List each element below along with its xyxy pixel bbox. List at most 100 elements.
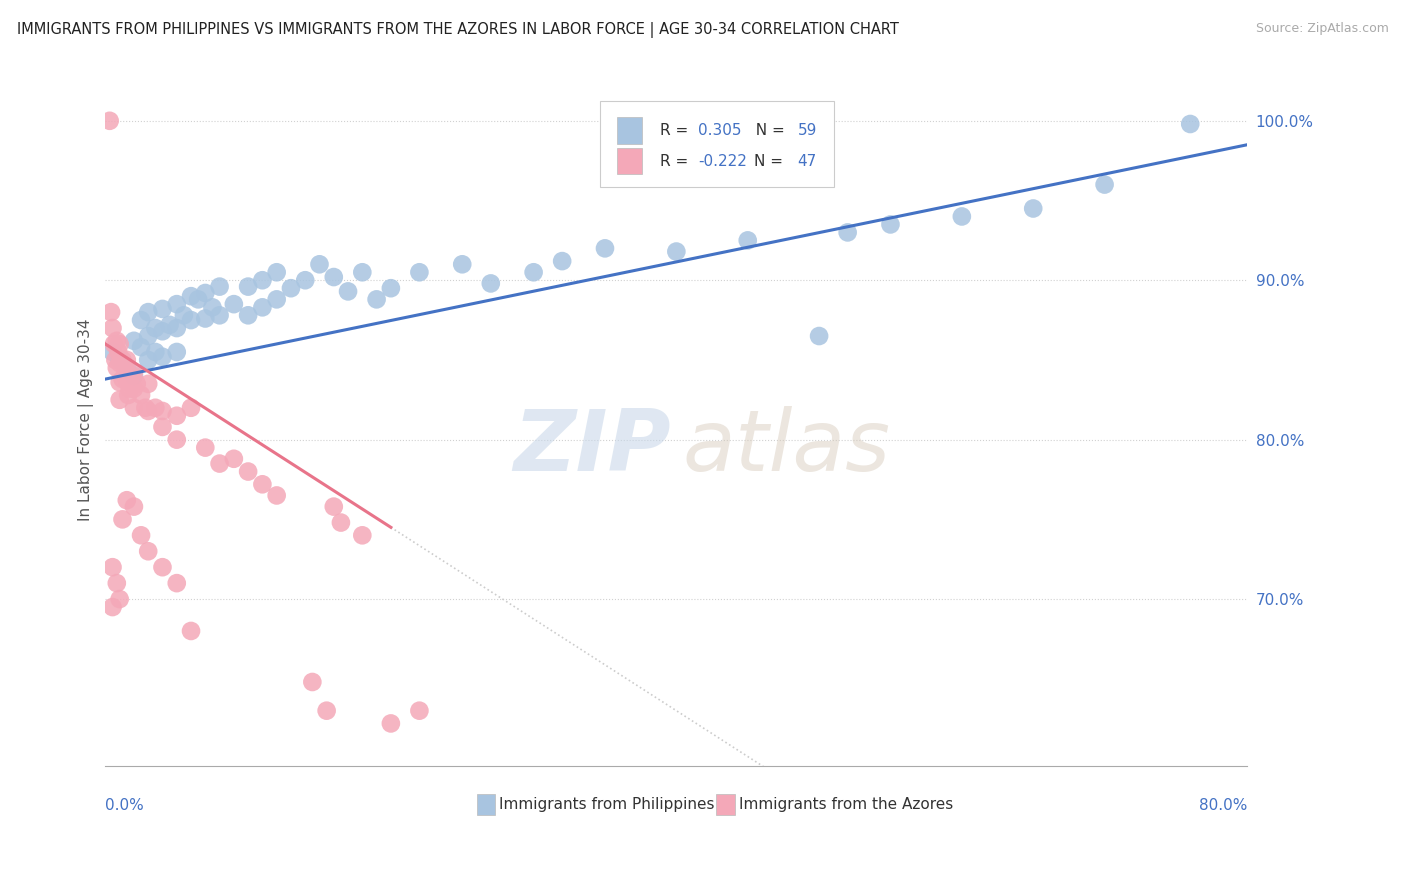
Point xyxy=(523,265,546,279)
Point xyxy=(1180,117,1202,131)
Point xyxy=(136,404,159,418)
Point xyxy=(152,324,174,338)
Point xyxy=(108,592,131,607)
Point xyxy=(236,465,259,479)
Point xyxy=(180,289,202,303)
Point xyxy=(136,329,159,343)
Point xyxy=(125,376,148,391)
Point xyxy=(100,305,122,319)
Point xyxy=(222,297,245,311)
Point xyxy=(266,293,288,307)
Point xyxy=(479,277,502,291)
Point xyxy=(236,308,259,322)
Point xyxy=(115,493,138,508)
Point xyxy=(108,356,131,370)
Point xyxy=(115,360,138,375)
Point xyxy=(408,265,430,279)
Text: R =: R = xyxy=(661,123,693,138)
Point xyxy=(101,560,124,574)
Point xyxy=(808,329,831,343)
Point xyxy=(301,675,323,690)
Bar xyxy=(617,118,643,144)
Point xyxy=(166,345,188,359)
Text: Source: ZipAtlas.com: Source: ZipAtlas.com xyxy=(1256,22,1389,36)
Text: Immigrants from the Azores: Immigrants from the Azores xyxy=(740,797,953,812)
Point xyxy=(593,241,616,255)
Point xyxy=(152,560,174,574)
Point xyxy=(166,321,188,335)
Point xyxy=(329,516,352,530)
Point xyxy=(308,257,330,271)
Point xyxy=(352,265,374,279)
Text: Immigrants from Philippines: Immigrants from Philippines xyxy=(499,797,714,812)
Bar xyxy=(477,794,495,815)
Text: N =: N = xyxy=(754,153,787,169)
Point xyxy=(322,500,344,514)
Text: 80.0%: 80.0% xyxy=(1199,797,1247,813)
Point xyxy=(136,353,159,368)
Point xyxy=(180,624,202,638)
Text: R =: R = xyxy=(661,153,693,169)
Point xyxy=(108,353,131,368)
Point xyxy=(101,600,124,615)
Point xyxy=(122,500,145,514)
Point xyxy=(122,401,145,415)
Point xyxy=(120,368,142,383)
Point xyxy=(408,704,430,718)
Point xyxy=(551,254,574,268)
Point xyxy=(129,340,152,354)
Point xyxy=(108,376,131,390)
Text: 47: 47 xyxy=(797,153,817,169)
Text: IMMIGRANTS FROM PHILIPPINES VS IMMIGRANTS FROM THE AZORES IN LABOR FORCE | AGE 3: IMMIGRANTS FROM PHILIPPINES VS IMMIGRANT… xyxy=(17,22,898,38)
Point xyxy=(366,293,388,307)
Text: 0.305: 0.305 xyxy=(697,123,741,138)
Point xyxy=(665,244,688,259)
Point xyxy=(111,372,134,386)
Point xyxy=(143,401,166,415)
Point xyxy=(129,313,152,327)
Point xyxy=(208,279,231,293)
Point xyxy=(166,409,188,423)
Point xyxy=(101,345,124,359)
Point xyxy=(180,401,202,415)
Point xyxy=(122,334,145,348)
Point xyxy=(194,441,217,455)
Point xyxy=(337,285,360,299)
Point xyxy=(252,273,274,287)
Point xyxy=(105,334,128,348)
Point xyxy=(122,382,145,396)
Bar xyxy=(716,794,734,815)
Point xyxy=(180,313,202,327)
Point xyxy=(222,451,245,466)
Point xyxy=(136,544,159,558)
Point xyxy=(108,337,131,351)
Point xyxy=(252,477,274,491)
Point xyxy=(166,297,188,311)
Point xyxy=(105,360,128,375)
Point xyxy=(152,301,174,316)
Point xyxy=(152,420,174,434)
Point xyxy=(143,321,166,335)
Point xyxy=(294,273,316,287)
Point xyxy=(122,366,145,380)
Point xyxy=(166,576,188,591)
Point xyxy=(266,488,288,502)
Point xyxy=(166,433,188,447)
Point xyxy=(737,233,759,247)
Point xyxy=(107,345,129,359)
Point xyxy=(115,353,138,368)
Point xyxy=(152,350,174,364)
Point xyxy=(208,457,231,471)
Point xyxy=(194,285,217,300)
Point xyxy=(187,293,209,307)
Point xyxy=(837,226,859,240)
Point xyxy=(108,392,131,407)
Point xyxy=(98,113,121,128)
Point xyxy=(122,368,145,383)
Point xyxy=(104,353,127,368)
Point xyxy=(152,404,174,418)
Point xyxy=(105,576,128,591)
Text: 59: 59 xyxy=(797,123,817,138)
Point xyxy=(101,321,124,335)
Point xyxy=(173,308,195,322)
